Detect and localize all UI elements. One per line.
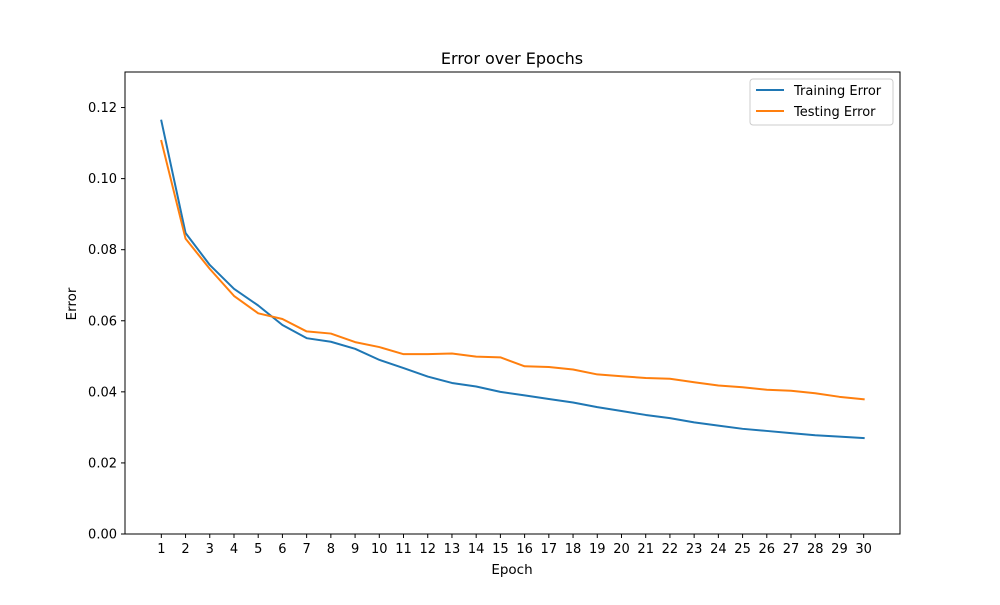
x-tick-label: 8 [327,542,335,557]
x-tick-label: 29 [831,542,848,557]
legend: Training Error Testing Error [750,79,893,125]
legend-label-testing-error: Testing Error [793,105,876,120]
y-tick-label: 0.02 [88,456,117,471]
x-tick-label: 7 [303,542,311,557]
x-tick-label: 30 [855,542,872,557]
series-layer [161,121,863,438]
x-tick-label: 22 [662,542,679,557]
legend-label-training-error: Training Error [793,84,882,99]
y-tick-label: 0.00 [88,528,117,543]
x-axis-label: Epoch [491,562,532,578]
chart-title: Error over Epochs [441,49,583,68]
x-tick-label: 26 [759,542,776,557]
x-tick-label: 25 [734,542,751,557]
x-tick-label: 17 [541,542,558,557]
x-tick-label: 13 [444,542,461,557]
y-tick-label: 0.12 [88,101,117,116]
series-line-testing-error [161,141,863,399]
y-axis-label: Error [64,287,80,320]
plot-area-frame [125,72,900,534]
x-tick-label: 16 [516,542,533,557]
x-tick-label: 21 [637,542,654,557]
y-axis-ticks: 0.00 0.02 0.04 0.06 0.08 0.10 0.12 [88,101,125,542]
x-tick-label: 27 [783,542,800,557]
x-tick-label: 11 [395,542,412,557]
x-tick-label: 6 [278,542,286,557]
x-tick-label: 14 [468,542,485,557]
y-tick-label: 0.06 [88,314,117,329]
x-tick-label: 28 [807,542,824,557]
x-tick-label: 1 [157,542,165,557]
x-tick-label: 18 [565,542,582,557]
series-line-training-error [161,121,863,438]
y-tick-label: 0.04 [88,385,117,400]
x-tick-label: 19 [589,542,606,557]
y-tick-label: 0.08 [88,243,117,258]
x-tick-label: 2 [181,542,189,557]
x-tick-label: 15 [492,542,509,557]
x-tick-label: 4 [230,542,238,557]
x-tick-label: 23 [686,542,703,557]
x-tick-label: 12 [419,542,436,557]
x-tick-label: 3 [206,542,214,557]
x-tick-label: 5 [254,542,262,557]
x-tick-label: 9 [351,542,359,557]
x-tick-label: 20 [613,542,630,557]
x-tick-label: 10 [371,542,388,557]
y-tick-label: 0.10 [88,172,117,187]
x-tick-label: 24 [710,542,727,557]
